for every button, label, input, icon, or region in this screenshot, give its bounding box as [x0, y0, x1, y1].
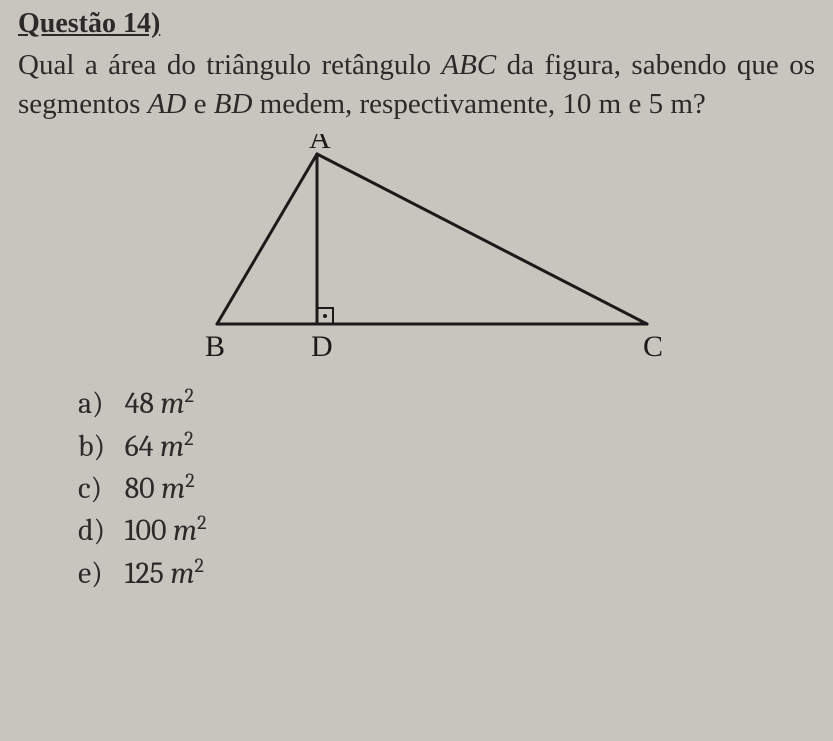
- option-unit: m: [173, 513, 197, 548]
- option-letter: e): [78, 553, 118, 594]
- option-exp: 2: [185, 469, 194, 492]
- option-value: 100: [125, 513, 167, 548]
- text-part: medem, respectivamente, 10 m e 5 m?: [252, 88, 705, 120]
- text-ad: AD: [148, 88, 187, 120]
- question-text: Qual a área do triângulo retângulo ABC d…: [18, 46, 815, 124]
- text-bd: BD: [214, 88, 253, 120]
- option-c: c) 80 m2: [78, 467, 815, 509]
- option-unit: m: [161, 471, 185, 506]
- option-b: b) 64 m2: [78, 425, 815, 467]
- option-value: 48: [125, 386, 154, 421]
- option-d: d) 100 m2: [78, 509, 815, 551]
- text-part: Qual a área do triângulo retângulo: [18, 49, 441, 81]
- option-exp: 2: [197, 511, 206, 534]
- text-abc: ABC: [441, 49, 496, 81]
- text-part: e: [186, 88, 213, 120]
- option-exp: 2: [195, 554, 204, 577]
- option-unit: m: [171, 556, 195, 591]
- option-unit: m: [161, 386, 185, 421]
- options-list: a) 48 m2 b) 64 m2 c) 80 m2 d) 100 m2 e) …: [78, 382, 815, 594]
- option-a: a) 48 m2: [78, 382, 815, 424]
- triangle-svg: A B C D: [137, 134, 697, 364]
- option-letter: a): [78, 383, 118, 424]
- svg-text:A: A: [309, 134, 331, 155]
- svg-text:B: B: [205, 330, 225, 363]
- svg-text:C: C: [643, 330, 663, 363]
- svg-text:D: D: [311, 330, 333, 363]
- question-header: Questão 14): [18, 8, 815, 40]
- triangle-figure: A B C D: [18, 134, 815, 364]
- option-value: 80: [125, 471, 155, 506]
- option-unit: m: [160, 429, 184, 464]
- option-letter: d): [78, 510, 118, 551]
- option-exp: 2: [185, 384, 194, 407]
- option-letter: b): [78, 426, 118, 467]
- option-value: 125: [125, 556, 164, 591]
- option-exp: 2: [184, 427, 193, 450]
- option-letter: c): [78, 468, 118, 509]
- option-e: e) 125 m2: [78, 552, 815, 594]
- option-value: 64: [125, 429, 154, 464]
